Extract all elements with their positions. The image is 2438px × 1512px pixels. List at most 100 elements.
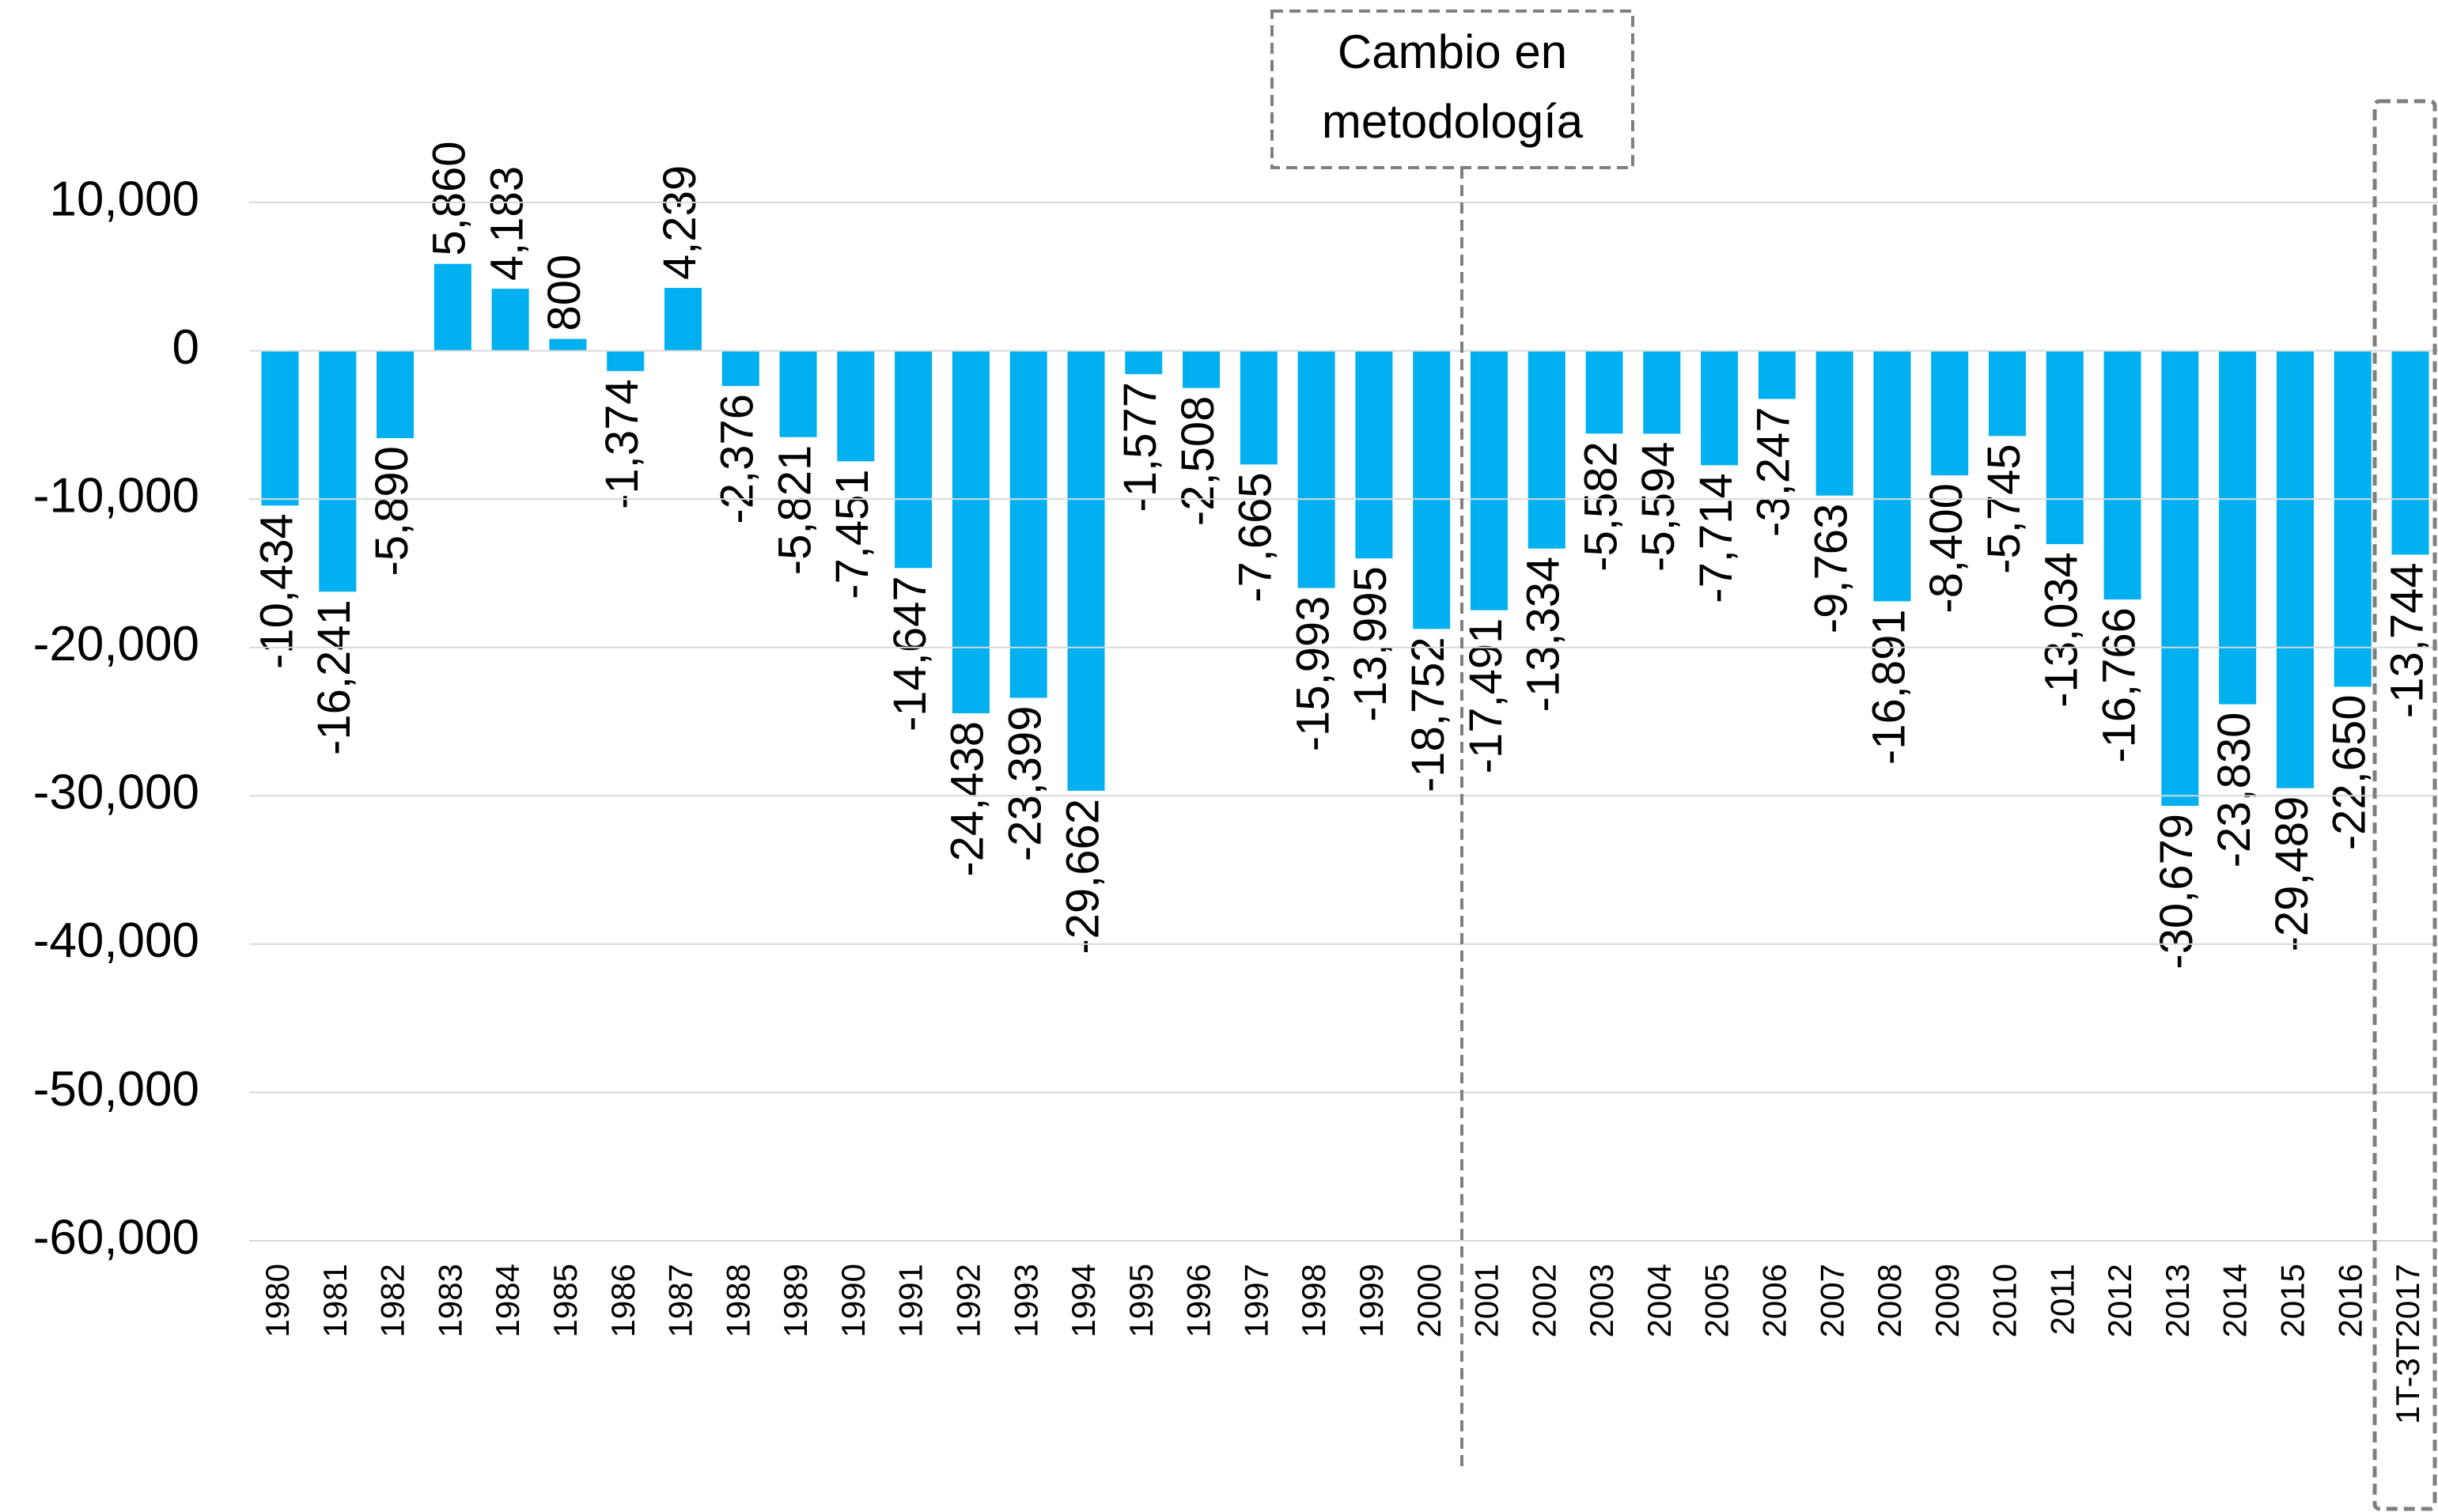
bar: [1470, 350, 1508, 610]
bar: [1413, 350, 1451, 629]
value-label: 800: [539, 255, 590, 331]
bar: [779, 350, 817, 437]
value-label: -10,434: [251, 513, 302, 669]
bar: [319, 350, 357, 592]
highlight-box: [2372, 99, 2437, 1511]
bar: [607, 350, 645, 372]
bar: [837, 350, 875, 462]
bar: [1067, 350, 1105, 791]
bar: [1009, 350, 1047, 698]
value-label: -13,744: [2381, 562, 2432, 718]
value-label: -30,679: [2151, 814, 2202, 970]
bar: [1873, 350, 1911, 602]
bar: [1643, 350, 1681, 434]
x-tick-label: 1985: [547, 1264, 584, 1337]
y-tick-label: -50,000: [33, 1062, 199, 1117]
bar: [2046, 350, 2084, 545]
bar: [2334, 350, 2372, 687]
y-tick-label: -20,000: [33, 617, 199, 671]
bar: [1758, 350, 1796, 399]
value-label: -23,830: [2209, 713, 2260, 868]
x-tick-label: 2011: [2043, 1264, 2080, 1335]
x-tick-label: 1982: [374, 1264, 411, 1337]
bar: [1240, 350, 1278, 465]
bar: [549, 338, 587, 351]
value-label: -5,821: [769, 445, 820, 575]
x-tick-label: 2013: [2159, 1264, 2196, 1337]
value-label: -7,714: [1690, 473, 1742, 603]
x-tick-label: 1988: [719, 1264, 756, 1337]
x-tick-label: 1T-3T2017: [2389, 1264, 2426, 1424]
value-label: 4,239: [654, 165, 706, 280]
value-label: -13,034: [2036, 552, 2088, 708]
bar: [1931, 350, 1969, 476]
x-tick-label: 1994: [1065, 1264, 1102, 1337]
x-tick-label: 1989: [777, 1264, 814, 1337]
x-tick-label: 2015: [2274, 1264, 2311, 1337]
value-label: -7,665: [1230, 472, 1281, 602]
value-label: -22,650: [2324, 694, 2376, 850]
value-label: -13,995: [1345, 566, 1396, 722]
x-tick-label: 2010: [1986, 1264, 2023, 1337]
bar: [721, 350, 759, 387]
y-tick-label: 0: [172, 320, 199, 375]
x-tick-label: 2007: [1813, 1264, 1850, 1337]
value-label: -16,891: [1863, 609, 1914, 765]
bar: [895, 350, 933, 569]
bar: [1815, 350, 1853, 496]
x-tick-label: 1998: [1295, 1264, 1332, 1337]
value-label: -16,766: [2093, 607, 2145, 763]
x-tick-label: 2008: [1871, 1264, 1908, 1337]
bar: [2161, 350, 2199, 807]
x-tick-label: 1996: [1180, 1264, 1217, 1337]
value-label: -5,582: [1575, 441, 1626, 571]
bar: [2276, 350, 2314, 788]
bar: [1297, 350, 1335, 588]
bar: [261, 350, 299, 506]
value-label: -29,662: [1057, 799, 1108, 954]
value-label: -1,577: [1115, 382, 1166, 512]
bar: [433, 263, 471, 351]
bar: [2103, 350, 2141, 600]
bar: [377, 350, 415, 439]
y-tick-label: -40,000: [33, 913, 199, 968]
value-label: -23,399: [1000, 705, 1051, 861]
x-tick-label: 2005: [1698, 1264, 1736, 1337]
x-tick-label: 2009: [1929, 1264, 1966, 1337]
annotation-box: [1270, 9, 1634, 169]
x-tick-label: 1981: [316, 1264, 354, 1337]
bar: [1528, 350, 1565, 549]
value-label: -13,334: [1518, 557, 1569, 713]
value-label: -29,489: [2266, 796, 2318, 952]
x-tick-label: 1993: [1007, 1264, 1044, 1337]
value-label: -16,241: [309, 599, 360, 755]
value-label: -1,374: [596, 379, 648, 508]
y-tick-label: -10,000: [33, 469, 199, 524]
bar: [2391, 350, 2429, 555]
value-label: -24,438: [942, 721, 994, 877]
value-label: -2,376: [712, 394, 763, 524]
y-tick-label: -30,000: [33, 765, 199, 820]
bar: [1355, 350, 1393, 559]
x-tick-label: 2002: [1525, 1264, 1562, 1337]
bar: [1183, 350, 1221, 388]
bar: [2219, 350, 2257, 705]
x-tick-label: 2012: [2101, 1264, 2138, 1337]
x-tick-label: 1980: [259, 1264, 296, 1337]
x-tick-label: 1990: [835, 1264, 872, 1337]
annotation: metodología: [1322, 95, 1584, 148]
x-tick-label: 1984: [489, 1264, 526, 1337]
x-tick-label: 1992: [949, 1264, 986, 1337]
y-tick-label: 10,000: [49, 172, 199, 226]
value-label: -15,993: [1287, 596, 1338, 752]
x-tick-label: 1986: [604, 1264, 642, 1337]
value-label: -7,451: [827, 469, 878, 599]
bar: [1701, 350, 1739, 466]
value-label: -18,752: [1403, 637, 1454, 792]
annotation: Cambio en: [1338, 25, 1567, 78]
bar: [664, 288, 702, 351]
value-label: -5,594: [1633, 441, 1684, 571]
value-label: -14,647: [884, 576, 936, 731]
bar: [1125, 350, 1163, 375]
